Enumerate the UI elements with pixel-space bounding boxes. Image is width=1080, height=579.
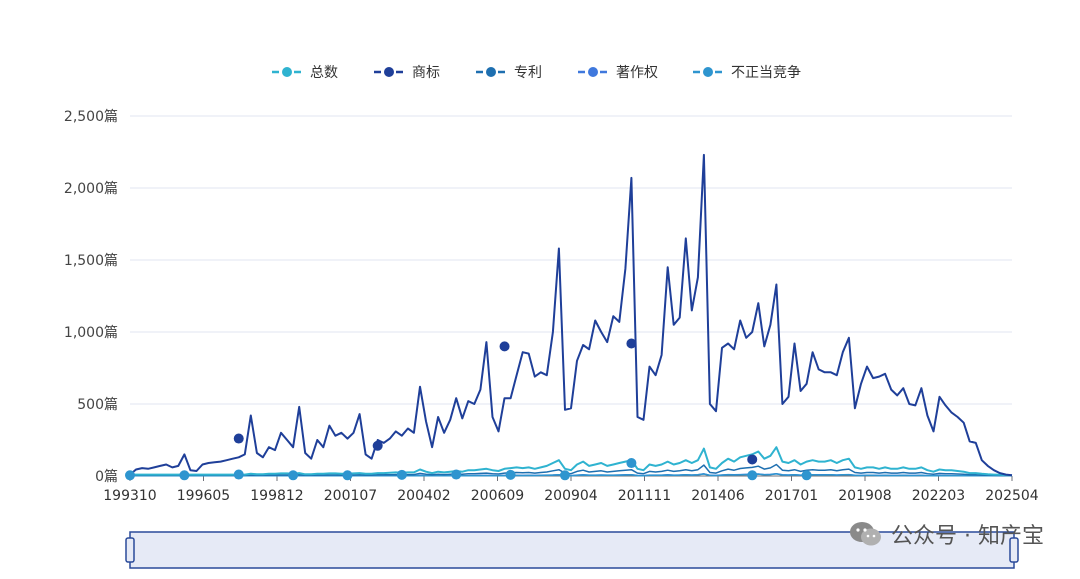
legend-marker [282, 67, 292, 77]
legend-item[interactable]: 著作权 [578, 65, 658, 81]
wechat-icon [850, 522, 882, 546]
x-tick-label: 201908 [838, 488, 891, 504]
x-tick-label: 200402 [397, 488, 450, 504]
watermark-text: 公众号 · 知产宝 [891, 524, 1044, 549]
x-tick-label: 202504 [985, 488, 1039, 504]
legend-label: 不正当竞争 [731, 64, 801, 81]
data-point [559, 470, 570, 481]
series-line-total [130, 446, 1012, 477]
series-line-patent [130, 463, 1012, 477]
data-point [505, 469, 516, 480]
data-point [125, 470, 135, 481]
x-tick-label: 200107 [324, 488, 377, 504]
legend-label: 商标 [412, 65, 440, 81]
data-point-trademark [233, 433, 244, 444]
legend-item[interactable]: 不正当竞争 [693, 64, 801, 81]
y-tick-label: 0篇 [95, 469, 118, 485]
y-tick-label: 2,500篇 [64, 109, 118, 125]
grid [130, 115, 1012, 477]
x-tick-label: 201406 [691, 488, 745, 504]
data-point [451, 469, 462, 480]
data-point [747, 470, 758, 481]
zoom-handle-left[interactable] [125, 537, 135, 563]
data-point [801, 470, 812, 481]
x-tick-label: 202203 [912, 488, 965, 504]
legend-label: 专利 [514, 65, 542, 81]
legend-marker [384, 67, 394, 77]
data-point [233, 469, 244, 480]
x-tick-label: 199812 [250, 488, 303, 504]
data-point [342, 470, 353, 481]
data-point-trademark [372, 440, 383, 451]
legend-marker [588, 67, 598, 77]
y-axis: 0篇 500篇 1,000篇 1,500篇 2,000篇 2,500篇 [64, 109, 118, 485]
data-point-trademark [626, 338, 637, 349]
data-point [396, 469, 407, 480]
zoom-handle-right[interactable] [1009, 537, 1019, 563]
legend-label: 著作权 [616, 65, 658, 81]
x-tick-label: 200904 [544, 488, 598, 504]
legend-item[interactable]: 专利 [476, 65, 542, 81]
x-tick-label: 201701 [765, 488, 818, 504]
legend-marker [486, 67, 496, 77]
legend-marker [703, 67, 713, 77]
x-tick-label: 201111 [618, 488, 671, 504]
watermark: 公众号 · 知产宝 [849, 518, 1044, 550]
data-point [626, 458, 637, 469]
y-tick-label: 1,500篇 [64, 253, 118, 269]
data-point-trademark [747, 454, 758, 465]
y-tick-label: 500篇 [77, 397, 118, 413]
data-point [179, 470, 190, 481]
data-point [288, 470, 299, 481]
legend-item[interactable]: 商标 [374, 65, 440, 81]
series-layer [125, 153, 1013, 481]
x-axis: 199310 199605 199812 200107 200402 200609 2009… [103, 476, 1039, 504]
y-tick-label: 2,000篇 [64, 181, 118, 197]
series-line-trademark [129, 153, 1013, 477]
legend[interactable]: 总数 商标 专利 著作权 不正当竞争 [272, 64, 801, 81]
data-point-trademark [499, 341, 510, 352]
x-tick-label: 199310 [103, 488, 156, 504]
x-tick-label: 199605 [177, 488, 230, 504]
legend-item[interactable]: 总数 [272, 65, 338, 81]
y-tick-label: 1,000篇 [64, 325, 118, 341]
legend-label: 总数 [310, 65, 338, 81]
x-tick-label: 200609 [471, 488, 524, 504]
